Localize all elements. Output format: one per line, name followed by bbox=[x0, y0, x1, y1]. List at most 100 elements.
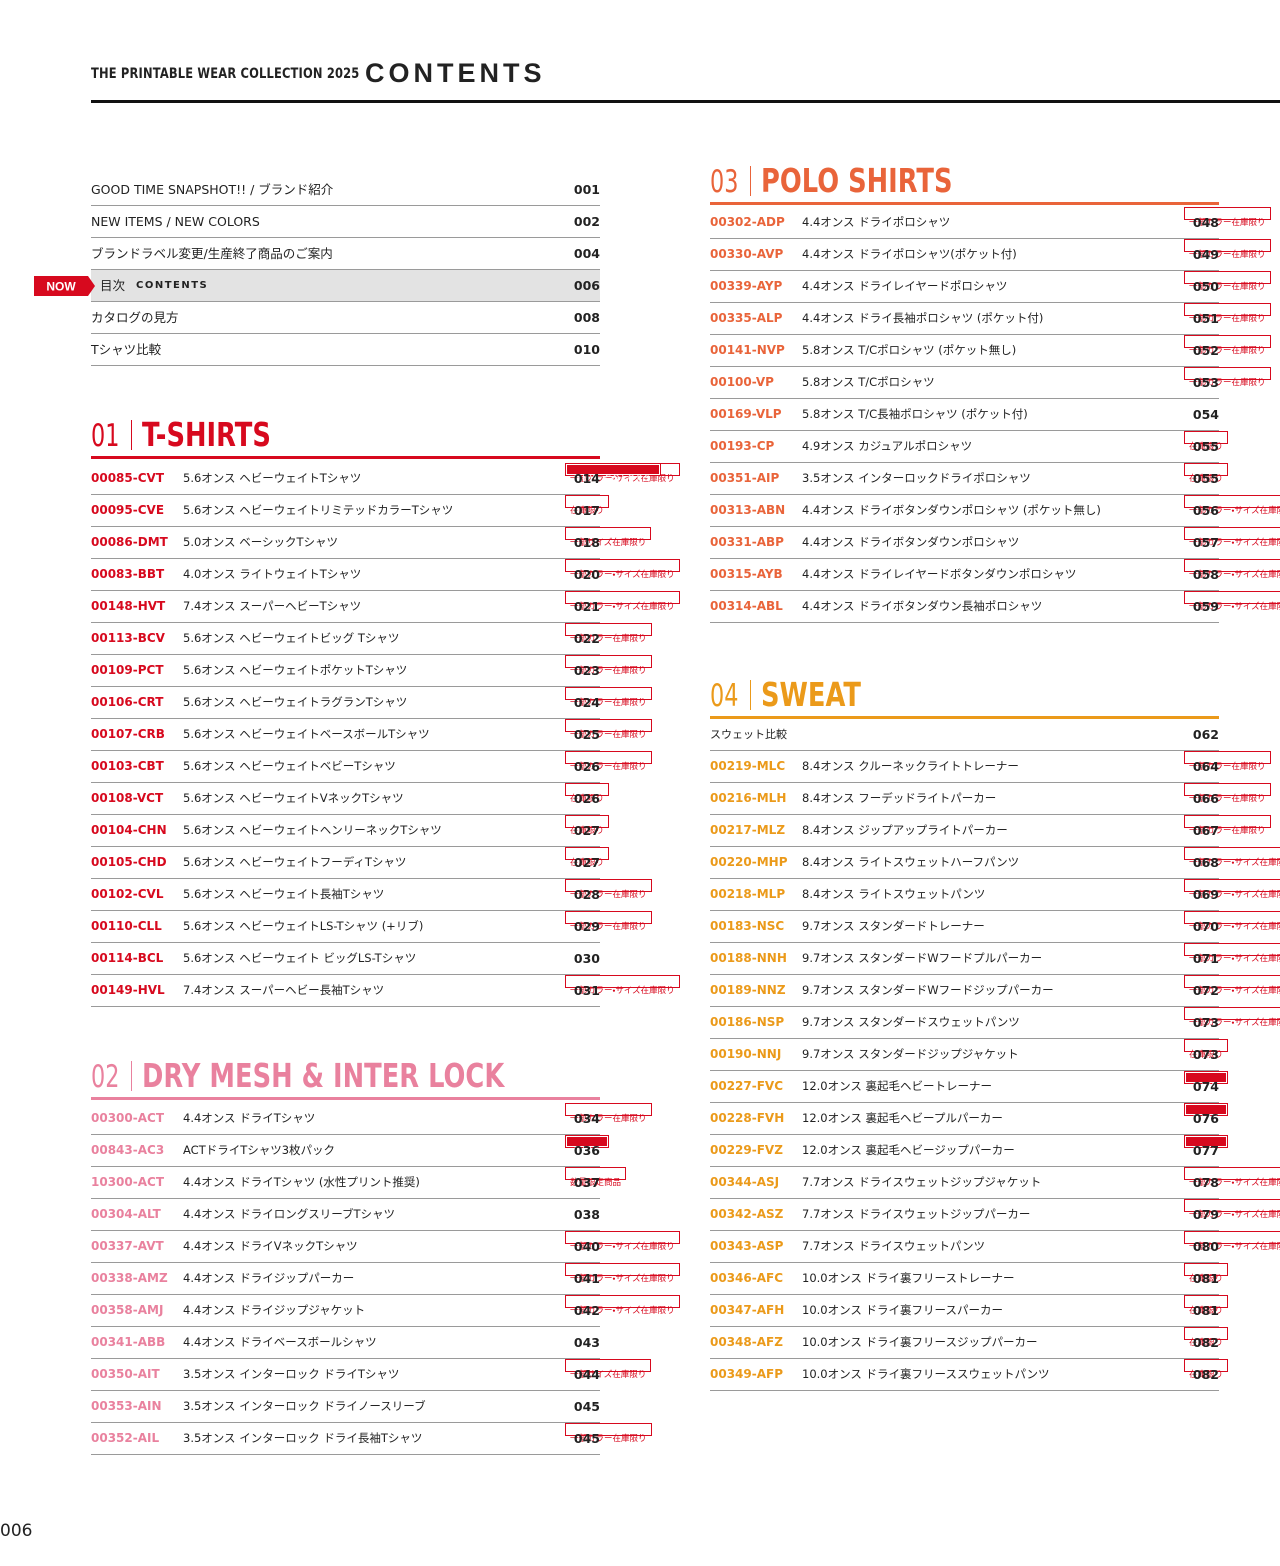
item-name: 5.6オンス ヘビーウェイト ビッグLS-Tシャツ bbox=[183, 951, 417, 965]
item-row: 00102-CVL 5.6オンス ヘビーウェイト長袖Tシャツ 一部カラー在庫限り 02… bbox=[91, 879, 652, 911]
toc-page: 006 bbox=[573, 278, 600, 293]
item-page: 069 bbox=[1192, 887, 1219, 902]
item-page: 045 bbox=[573, 1431, 600, 1446]
item-code: 00314-ABL bbox=[710, 599, 783, 613]
item-code: 00108-VCT bbox=[91, 791, 164, 805]
item-row: 00107-CRB 5.6オンス ヘビーウェイトベースボールTシャツ 一部カラー在庫… bbox=[91, 719, 652, 751]
item-code: 00105-CHD bbox=[91, 855, 167, 869]
item-row: 00349-AFP 10.0オンス ドライ裏フリーススウェットパンツ 在庫限り 082 bbox=[710, 1359, 1229, 1391]
toc-label: Tシャツ比較 bbox=[91, 342, 162, 357]
item-name: 4.4オンス ドライ長袖ポロシャツ (ポケット付) bbox=[802, 311, 1044, 325]
item-page: 055 bbox=[1192, 471, 1219, 486]
item-name: 10.0オンス ドライ裏フリーススウェットパンツ bbox=[802, 1367, 1050, 1381]
item-code: 00300-ACT bbox=[91, 1111, 165, 1125]
item-code: 00227-FVC bbox=[710, 1079, 784, 1093]
badge: 一部カラー・サイズ在庫限り bbox=[1184, 591, 1280, 612]
item-row: 00106-CRT 5.6オンス ヘビーウェイトラグランTシャツ 一部カラー在庫限り… bbox=[91, 687, 652, 719]
item-name: 3.5オンス インターロック ドライノースリーブ bbox=[183, 1399, 426, 1413]
badge: 一部カラー・サイズ在庫限り bbox=[1184, 1167, 1280, 1188]
item-row: 00227-FVC 12.0オンス 裏起毛ヘビートレーナー NEW 074 bbox=[710, 1071, 1229, 1103]
section-header: 02 DRY MESH & INTER LOCK bbox=[91, 1056, 600, 1100]
item-page: 067 bbox=[1192, 823, 1219, 838]
item-page: 054 bbox=[1192, 407, 1219, 422]
item-code: 00315-AYB bbox=[710, 567, 783, 581]
item-page: 078 bbox=[1192, 1175, 1219, 1190]
badge: 一部カラー在庫限り bbox=[1184, 271, 1271, 292]
badge: 一部カラー在庫限り bbox=[565, 687, 652, 708]
badge: 一部カラー在庫限り bbox=[565, 1423, 652, 1444]
badge: NEW COLORS bbox=[565, 463, 661, 484]
item-name: 10.0オンス ドライ裏フリーストレーナー bbox=[802, 1271, 1015, 1285]
item-row: 00338-AMZ 4.4オンス ドライジップパーカー 一部カラー・サイズ在庫限り 0… bbox=[91, 1263, 680, 1295]
item-page: 018 bbox=[573, 535, 600, 550]
item-name: 5.6オンス ヘビーウェイトポケットTシャツ bbox=[183, 663, 408, 677]
section-header: 03 POLO SHIRTS bbox=[710, 161, 1219, 205]
item-name: 4.4オンス ドライボタンダウンポロシャツ bbox=[802, 535, 1020, 549]
item-row: 00229-FVZ 12.0オンス 裏起毛ヘビージップパーカー NEW 077 bbox=[710, 1135, 1229, 1167]
now-label: NOW bbox=[46, 280, 76, 294]
item-code: 00344-ASJ bbox=[710, 1175, 780, 1189]
item-row: 00330-AVP 4.4オンス ドライポロシャツ(ポケット付) 一部カラー在庫限り… bbox=[710, 239, 1271, 271]
item-name: 5.6オンス ヘビーウェイトTシャツ bbox=[183, 471, 362, 485]
toc-label: NEW ITEMS / NEW COLORS bbox=[91, 214, 260, 229]
item-page: 043 bbox=[573, 1335, 600, 1350]
badge: 一部カラー・サイズ在庫限り bbox=[1184, 911, 1280, 932]
item-page: 082 bbox=[1192, 1335, 1219, 1350]
now-marker: NOW bbox=[34, 276, 95, 296]
item-code: 00302-ADP bbox=[710, 215, 785, 229]
item-row: 00314-ABL 4.4オンス ドライボタンダウン長袖ポロシャツ 一部カラー・サイ… bbox=[710, 591, 1280, 623]
badge: 一部カラー・サイズ在庫限り bbox=[565, 1295, 680, 1316]
page-title: CONTENTS bbox=[365, 58, 546, 88]
section-divider bbox=[750, 166, 751, 196]
item-row: 00108-VCT 5.6オンス ヘビーウェイトVネックTシャツ 在庫限り 026 bbox=[91, 783, 610, 815]
item-code: 00342-ASZ bbox=[710, 1207, 784, 1221]
item-code: 00353-AIN bbox=[91, 1399, 162, 1413]
item-name: 4.4オンス ドライロングスリーブTシャツ bbox=[183, 1207, 396, 1221]
item-name: ACTドライTシャツ3枚パック bbox=[183, 1143, 336, 1157]
section-number: 04 bbox=[710, 678, 739, 714]
item-page: 020 bbox=[573, 567, 600, 582]
section-divider bbox=[750, 680, 751, 710]
item-code: 00218-MLP bbox=[710, 887, 786, 901]
item-row: スウェット比較 062 bbox=[710, 719, 1219, 751]
item-code: 00188-NNH bbox=[710, 951, 787, 965]
item-name: 4.4オンス ドライジップパーカー bbox=[183, 1271, 355, 1285]
item-page: 034 bbox=[573, 1111, 600, 1126]
item-row: 00315-AYB 4.4オンス ドライレイヤードボタンダウンポロシャツ 一部カラー… bbox=[710, 559, 1280, 591]
item-page: 045 bbox=[573, 1399, 600, 1414]
toc-row: Tシャツ比較 010 bbox=[91, 334, 600, 366]
toc-page: 010 bbox=[573, 342, 600, 357]
item-name: 5.8オンス T/Cポロシャツ bbox=[802, 375, 935, 389]
item-code: 00337-AVT bbox=[91, 1239, 164, 1253]
item-code: 00304-ALT bbox=[91, 1207, 161, 1221]
item-name: 9.7オンス スタンダードWフードプルパーカー bbox=[802, 951, 1043, 965]
badge: 一部カラー在庫限り bbox=[1184, 367, 1271, 388]
item-page: 081 bbox=[1192, 1271, 1219, 1286]
item-page: 068 bbox=[1192, 855, 1219, 870]
item-page: 021 bbox=[573, 599, 600, 614]
item-page: 025 bbox=[573, 727, 600, 742]
item-row: 00352-AIL 3.5オンス インターロック ドライ長袖Tシャツ 一部カラー在庫… bbox=[91, 1423, 652, 1455]
header-rule bbox=[91, 100, 1280, 103]
item-row: 00219-MLC 8.4オンス クルーネックライトトレーナー 一部カラー在庫限り 0… bbox=[710, 751, 1271, 783]
badge: 一部カラー・サイズ在庫限り bbox=[1184, 527, 1280, 548]
item-code: 00348-AFZ bbox=[710, 1335, 783, 1349]
item-row: 00100-VP 5.8オンス T/Cポロシャツ 一部カラー在庫限り 053 bbox=[710, 367, 1271, 399]
item-row: 00346-AFC 10.0オンス ドライ裏フリーストレーナー 在庫限り 081 bbox=[710, 1263, 1229, 1295]
item-row: 00141-NVP 5.8オンス T/Cポロシャツ (ポケット無し) 一部カラー在庫… bbox=[710, 335, 1271, 367]
toc-sublabel: CONTENTS bbox=[136, 280, 209, 291]
item-name: 5.6オンス ヘビーウェイトラグランTシャツ bbox=[183, 695, 408, 709]
item-page: 014 bbox=[573, 471, 600, 486]
item-code: 00189-NNZ bbox=[710, 983, 786, 997]
section-number: 02 bbox=[91, 1059, 120, 1095]
toc-row: カタログの見方 008 bbox=[91, 302, 600, 334]
item-code: 00100-VP bbox=[710, 375, 774, 389]
item-name: 3.5オンス インターロック ドライ長袖Tシャツ bbox=[183, 1431, 423, 1445]
item-page: 052 bbox=[1192, 343, 1219, 358]
item-name: 7.4オンス スーパーヘビー長袖Tシャツ bbox=[183, 983, 385, 997]
section-header: 01 T-SHIRTS bbox=[91, 415, 600, 459]
item-name: 5.6オンス ヘビーウェイトリミテッドカラーTシャツ bbox=[183, 503, 454, 517]
item-name: 4.4オンス ドライジップジャケット bbox=[183, 1303, 366, 1317]
badge: 一部カラー・サイズ在庫限り bbox=[1184, 1231, 1280, 1252]
item-page: 049 bbox=[1192, 247, 1219, 262]
